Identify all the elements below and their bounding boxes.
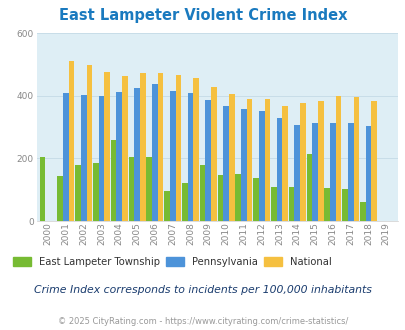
Bar: [258, 112, 264, 221]
Bar: [205, 100, 211, 221]
Bar: [311, 123, 317, 221]
Bar: [39, 157, 45, 221]
Bar: [341, 189, 347, 221]
Bar: [134, 88, 140, 221]
Bar: [169, 91, 175, 221]
Bar: [152, 84, 158, 221]
Bar: [98, 96, 104, 221]
Bar: [365, 126, 371, 221]
Bar: [158, 73, 163, 221]
Bar: [111, 140, 116, 221]
Bar: [146, 157, 152, 221]
Bar: [329, 123, 335, 221]
Bar: [359, 202, 365, 221]
Bar: [75, 165, 81, 221]
Bar: [104, 72, 110, 221]
Legend: East Lampeter Township, Pennsylvania, National: East Lampeter Township, Pennsylvania, Na…: [13, 257, 331, 267]
Bar: [187, 93, 193, 221]
Bar: [140, 73, 145, 221]
Text: © 2025 CityRating.com - https://www.cityrating.com/crime-statistics/: © 2025 CityRating.com - https://www.city…: [58, 317, 347, 326]
Bar: [299, 103, 305, 221]
Bar: [217, 175, 223, 221]
Bar: [68, 61, 74, 221]
Bar: [241, 109, 246, 221]
Bar: [128, 157, 134, 221]
Bar: [253, 178, 258, 221]
Bar: [211, 86, 216, 221]
Bar: [324, 188, 329, 221]
Bar: [306, 154, 311, 221]
Bar: [270, 187, 276, 221]
Bar: [235, 174, 241, 221]
Text: East Lampeter Violent Crime Index: East Lampeter Violent Crime Index: [59, 8, 346, 23]
Text: Crime Index corresponds to incidents per 100,000 inhabitants: Crime Index corresponds to incidents per…: [34, 285, 371, 295]
Bar: [264, 99, 270, 221]
Bar: [371, 101, 376, 221]
Bar: [181, 183, 187, 221]
Bar: [223, 106, 228, 221]
Bar: [276, 118, 281, 221]
Bar: [281, 106, 287, 221]
Bar: [317, 101, 323, 221]
Bar: [175, 75, 181, 221]
Bar: [228, 94, 234, 221]
Bar: [246, 99, 252, 221]
Bar: [164, 191, 169, 221]
Bar: [93, 163, 98, 221]
Bar: [353, 97, 358, 221]
Bar: [63, 93, 68, 221]
Bar: [122, 76, 128, 221]
Bar: [81, 95, 86, 221]
Bar: [347, 123, 353, 221]
Bar: [57, 176, 63, 221]
Bar: [294, 125, 299, 221]
Bar: [288, 187, 294, 221]
Bar: [116, 92, 122, 221]
Bar: [86, 65, 92, 221]
Bar: [199, 165, 205, 221]
Bar: [335, 96, 341, 221]
Bar: [193, 78, 198, 221]
